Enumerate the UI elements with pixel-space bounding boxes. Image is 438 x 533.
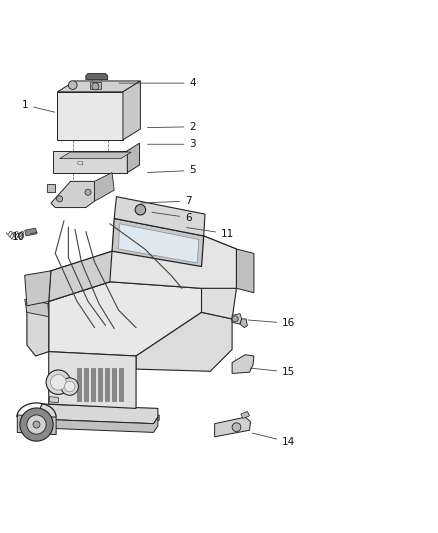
Polygon shape <box>86 74 108 79</box>
Polygon shape <box>49 251 112 302</box>
Polygon shape <box>46 183 55 192</box>
Circle shape <box>20 408 53 441</box>
Text: C1: C1 <box>77 161 85 166</box>
Polygon shape <box>31 410 37 417</box>
Polygon shape <box>84 368 88 401</box>
Circle shape <box>33 421 40 428</box>
Polygon shape <box>241 411 250 418</box>
Text: 3: 3 <box>148 139 196 149</box>
Polygon shape <box>25 271 51 306</box>
Polygon shape <box>49 282 201 356</box>
Polygon shape <box>98 368 102 401</box>
Polygon shape <box>127 143 140 173</box>
Polygon shape <box>232 354 254 374</box>
Circle shape <box>61 378 78 395</box>
Polygon shape <box>215 417 251 437</box>
Text: 16: 16 <box>248 318 296 328</box>
Text: 15: 15 <box>250 367 296 377</box>
Text: 6: 6 <box>152 212 192 223</box>
Polygon shape <box>119 224 199 263</box>
Circle shape <box>85 189 91 195</box>
Text: 10: 10 <box>11 232 37 242</box>
Circle shape <box>135 205 146 215</box>
Polygon shape <box>17 415 56 434</box>
Polygon shape <box>237 249 254 293</box>
Text: 5: 5 <box>148 165 196 175</box>
Polygon shape <box>27 297 49 356</box>
Polygon shape <box>57 92 123 140</box>
Text: 14: 14 <box>252 433 296 447</box>
Polygon shape <box>114 197 205 236</box>
Polygon shape <box>123 81 141 140</box>
Circle shape <box>232 316 238 322</box>
Polygon shape <box>119 368 124 401</box>
Text: 1: 1 <box>21 100 55 112</box>
Polygon shape <box>90 82 101 88</box>
Circle shape <box>64 381 75 392</box>
Text: 2: 2 <box>148 122 196 132</box>
Polygon shape <box>49 236 237 302</box>
Circle shape <box>232 423 241 432</box>
Polygon shape <box>51 181 95 207</box>
Polygon shape <box>95 173 114 201</box>
Circle shape <box>50 374 66 390</box>
Polygon shape <box>77 368 81 401</box>
Circle shape <box>92 83 99 90</box>
Polygon shape <box>53 151 127 173</box>
Polygon shape <box>112 368 117 401</box>
Polygon shape <box>25 228 37 236</box>
Polygon shape <box>105 368 110 401</box>
Text: 11: 11 <box>187 228 234 239</box>
Polygon shape <box>60 152 131 159</box>
Text: 7: 7 <box>141 196 192 206</box>
Polygon shape <box>38 413 158 432</box>
Text: 4: 4 <box>119 78 196 88</box>
Polygon shape <box>201 236 237 319</box>
Polygon shape <box>91 368 95 401</box>
Polygon shape <box>232 313 242 324</box>
Polygon shape <box>25 299 49 317</box>
Circle shape <box>27 415 46 434</box>
Polygon shape <box>153 415 159 422</box>
Polygon shape <box>136 312 232 372</box>
Circle shape <box>57 196 63 202</box>
Polygon shape <box>57 81 141 92</box>
Circle shape <box>68 80 77 90</box>
Polygon shape <box>112 219 204 266</box>
Polygon shape <box>49 397 58 403</box>
Circle shape <box>46 370 71 394</box>
Polygon shape <box>38 404 158 424</box>
Polygon shape <box>49 352 136 408</box>
Polygon shape <box>240 319 247 328</box>
